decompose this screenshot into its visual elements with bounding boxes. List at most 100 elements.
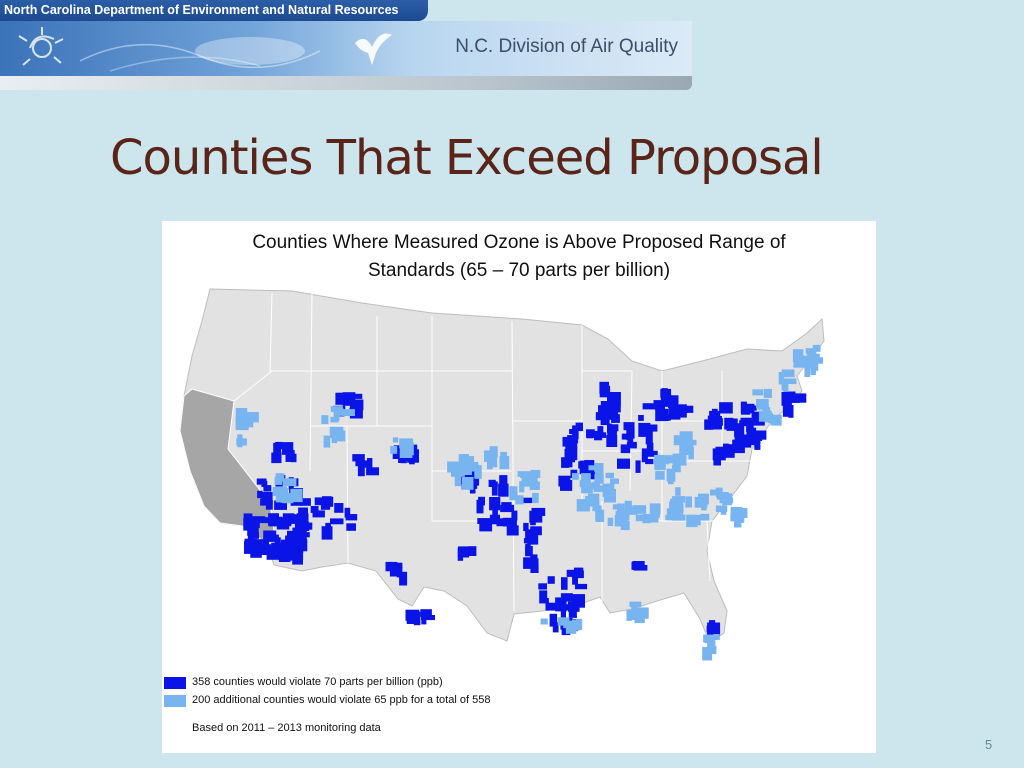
- county-shape: [645, 459, 654, 465]
- banner-shadow: [0, 76, 692, 90]
- county-shape: [519, 481, 525, 493]
- county-shape: [635, 514, 645, 522]
- county-shape: [393, 445, 404, 458]
- county-shape: [560, 623, 566, 630]
- county-shape: [719, 402, 733, 414]
- county-shape: [469, 473, 480, 486]
- county-shape: [563, 460, 573, 468]
- county-shape: [266, 534, 279, 542]
- county-shape: [261, 492, 273, 506]
- county-shape: [242, 415, 252, 422]
- wind-swirl-decoration: [109, 56, 261, 72]
- county-shape: [594, 463, 604, 477]
- county-shape: [265, 500, 273, 510]
- counties-violate-70ppb: [243, 381, 807, 640]
- county-shape: [778, 372, 785, 385]
- county-shape: [392, 437, 399, 443]
- county-shape: [346, 523, 356, 531]
- county-shape: [644, 450, 658, 457]
- county-shape: [713, 634, 720, 640]
- county-shape: [698, 493, 709, 505]
- county-shape: [496, 518, 509, 527]
- county-shape: [793, 361, 806, 368]
- county-shape: [663, 455, 676, 464]
- county-shape: [635, 460, 641, 473]
- county-shape: [465, 456, 475, 470]
- county-shape: [344, 507, 351, 518]
- county-shape: [670, 498, 681, 505]
- county-shape: [607, 427, 617, 439]
- county-shape: [675, 404, 687, 418]
- map-title-line-2: Standards (65 – 70 parts per billion): [367, 260, 671, 281]
- county-shape: [712, 415, 722, 430]
- county-shape: [506, 525, 519, 536]
- data-source-note: Based on 2011 – 2013 monitoring data: [192, 722, 381, 734]
- county-shape: [754, 440, 761, 450]
- county-shape: [748, 437, 759, 446]
- county-shape: [629, 601, 642, 607]
- county-shape: [286, 538, 298, 553]
- county-shape: [527, 558, 539, 567]
- county-shape: [239, 413, 245, 425]
- county-shape: [811, 353, 820, 360]
- county-shape: [282, 492, 294, 504]
- county-shape: [671, 514, 686, 521]
- county-shape: [710, 489, 717, 496]
- legend-swatch-70ppb: [164, 677, 186, 689]
- county-shape: [538, 583, 547, 590]
- county-shape: [509, 486, 518, 501]
- county-shape: [634, 609, 645, 624]
- map-title: Counties Where Measured Ozone is Above P…: [162, 229, 876, 285]
- county-shape: [763, 388, 772, 398]
- county-shape: [321, 415, 329, 425]
- county-shape: [457, 547, 464, 561]
- county-shape: [361, 460, 370, 468]
- county-shape: [715, 487, 723, 497]
- county-shape: [605, 472, 614, 479]
- county-shape: [245, 517, 260, 529]
- county-shape: [667, 395, 679, 405]
- county-shape: [788, 405, 794, 418]
- county-shape: [595, 508, 602, 520]
- county-shape: [642, 403, 654, 410]
- county-shape: [247, 524, 259, 536]
- state-border-line: [511, 320, 515, 612]
- state-border-line: [346, 425, 349, 564]
- county-shape: [781, 369, 795, 378]
- county-shape: [649, 503, 661, 515]
- county-shape: [581, 473, 591, 487]
- county-shape: [320, 501, 331, 510]
- us-county-map: [179, 288, 825, 661]
- county-shape: [800, 355, 813, 368]
- county-shape: [399, 447, 413, 458]
- county-shape: [685, 496, 692, 508]
- county-shape: [632, 505, 647, 514]
- county-shape: [345, 514, 358, 521]
- county-shape: [647, 517, 659, 523]
- county-shape: [468, 546, 477, 556]
- county-shape: [660, 390, 668, 404]
- county-shape: [586, 429, 595, 438]
- county-shape: [675, 487, 681, 496]
- county-shape: [707, 622, 721, 636]
- county-shape: [564, 448, 576, 463]
- county-shape: [330, 518, 344, 525]
- county-shape: [607, 404, 621, 413]
- county-shape: [290, 550, 304, 560]
- county-shape: [560, 604, 571, 611]
- county-shape: [567, 601, 580, 612]
- county-shape: [509, 486, 515, 493]
- county-shape: [560, 480, 573, 491]
- county-shape: [491, 484, 498, 496]
- county-shape: [611, 424, 619, 432]
- county-shape: [502, 517, 517, 527]
- county-shape: [274, 500, 287, 510]
- county-shape: [744, 437, 751, 447]
- county-shape: [560, 610, 566, 619]
- county-shape: [585, 495, 591, 502]
- county-shape: [704, 636, 711, 643]
- county-shape: [708, 645, 717, 655]
- county-shape: [421, 615, 435, 621]
- county-shape: [638, 415, 644, 421]
- county-shape: [451, 468, 465, 477]
